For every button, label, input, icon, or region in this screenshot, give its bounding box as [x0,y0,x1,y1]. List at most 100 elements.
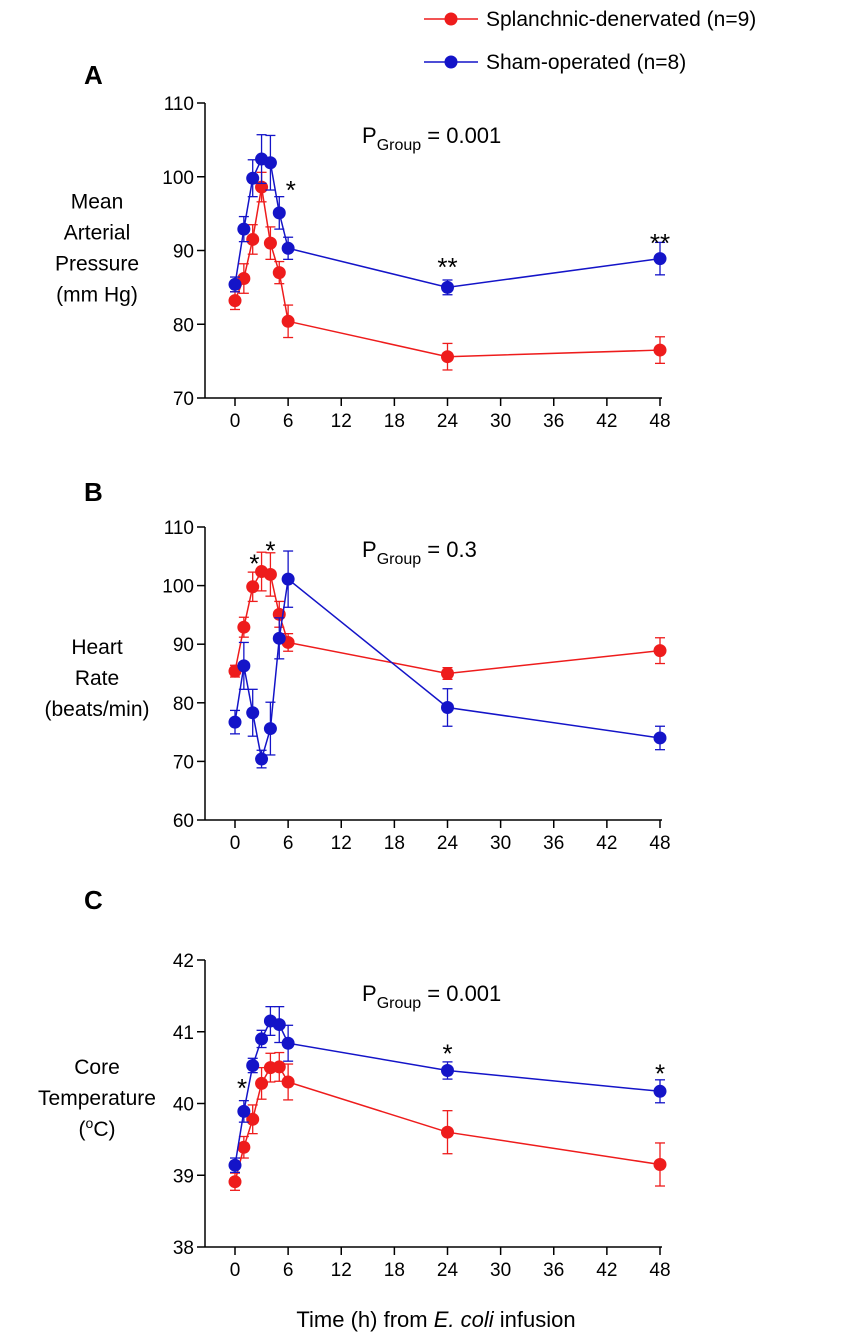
data-point [441,350,454,364]
series-splanchnic [228,551,667,681]
data-point [263,156,277,170]
legend: Splanchnic-denervated (n=9) Sham-operate… [424,8,756,74]
data-point [246,171,260,185]
x-tick-label: 30 [490,833,511,854]
data-point [281,241,295,255]
x-tick-label: 48 [649,833,670,854]
y-tick-label: 70 [173,752,194,773]
data-point [272,1060,286,1074]
x-tick-label: 24 [437,833,459,854]
x-tick-label: 36 [543,1260,564,1281]
y-axis-title: Core Temperature (oC) [38,1056,156,1141]
x-axis-title: Time (h) from E. coli infusion [296,1307,575,1332]
data-point [246,580,260,594]
x-tick-label: 18 [384,833,405,854]
legend-marker-splanchnic [444,12,458,26]
x-tick-label: 0 [230,1260,241,1281]
y-tick-label: 70 [173,389,194,410]
data-point [281,572,295,586]
panel-letter: C [84,885,103,915]
y-tick-label: 38 [173,1238,194,1259]
x-tick-label: 6 [283,1260,294,1281]
data-point [441,667,454,680]
panel-a: A 70 80 90 100 110 0 6 12 18 24 30 36 42 48 Mean Arteria… [55,60,671,432]
series-splanchnic [228,171,667,371]
x-tick-label: 30 [490,411,511,432]
x-tick-label: 12 [331,833,352,854]
p-group-label: PGroup = 0.3 [362,537,477,568]
data-point [653,252,667,266]
y-tick-label: 80 [173,694,194,715]
y-tick-label: 100 [162,577,194,598]
p-group-label: PGroup = 0.001 [362,981,501,1012]
data-point [281,1036,295,1050]
panel-c: C 38 39 40 41 42 0 6 12 18 24 30 36 42 48 Core Temperatu… [38,885,671,1281]
series-sham [228,1005,667,1174]
data-point [441,1125,454,1139]
data-point [246,1112,260,1126]
legend-item-splanchnic: Splanchnic-denervated (n=9) [424,8,756,31]
y-axis-title: Heart Rate (beats/min) [44,636,149,721]
x-tick-label: 36 [543,411,564,432]
data-point [255,1076,269,1090]
y-tick-label: 90 [173,635,194,656]
x-tick-label: 6 [283,411,294,432]
data-point [228,1158,242,1172]
x-tick-label: 0 [230,411,241,432]
data-point [228,294,242,308]
data-point [281,1075,295,1089]
significance-marker: * [442,1038,452,1068]
x-tick-label: 42 [596,833,617,854]
data-point [272,266,286,280]
data-point [228,277,242,291]
y-tick-label: 90 [173,242,194,263]
y-tick-label: 41 [173,1023,194,1044]
significance-marker: * [237,1073,247,1103]
data-point [246,1058,260,1072]
series-sham [228,134,667,296]
legend-marker-sham [444,55,458,69]
x-tick-label: 48 [649,1260,670,1281]
y-tick-label: 110 [164,94,194,115]
x-tick-label: 30 [490,1260,511,1281]
x-tick-label: 24 [437,411,459,432]
data-point [653,1084,667,1098]
significance-marker: * [265,536,275,566]
y-tick-label: 42 [173,951,194,972]
data-point [272,1018,286,1032]
data-point [255,1032,269,1046]
panels: A 70 80 90 100 110 0 6 12 18 24 30 36 42 48 Mean Arteria… [38,60,671,1281]
data-point [228,715,242,729]
data-point [441,280,454,294]
data-point [441,700,454,714]
data-point [228,1175,242,1189]
x-tick-label: 36 [543,833,564,854]
y-tick-label: 40 [173,1095,194,1116]
x-tick-label: 18 [384,1260,405,1281]
panel-letter: B [84,477,103,507]
data-point [272,631,286,645]
data-point [653,1157,667,1171]
significance-marker: * [249,548,259,578]
data-point [237,620,251,634]
y-tick-label: 80 [173,315,194,336]
y-tick-label: 100 [162,168,194,189]
data-point [237,1104,251,1118]
legend-label-splanchnic: Splanchnic-denervated (n=9) [486,8,756,31]
data-point [237,222,251,236]
data-point [237,659,251,673]
y-axis-title: Mean Arterial Pressure (mm Hg) [55,191,139,307]
data-point [272,206,286,220]
panel-b: B 60 70 80 90 100 110 0 6 12 18 24 30 36 42 48 Heart Rate… [44,477,670,854]
x-tick-label: 12 [331,411,352,432]
data-point [653,731,667,745]
data-point [281,314,295,328]
data-point [263,722,277,736]
panel-letter: A [84,60,103,90]
data-point [263,236,277,250]
x-tick-label: 24 [437,1260,459,1281]
y-tick-label: 110 [164,518,194,539]
x-tick-label: 12 [331,1260,352,1281]
data-point [653,343,667,357]
